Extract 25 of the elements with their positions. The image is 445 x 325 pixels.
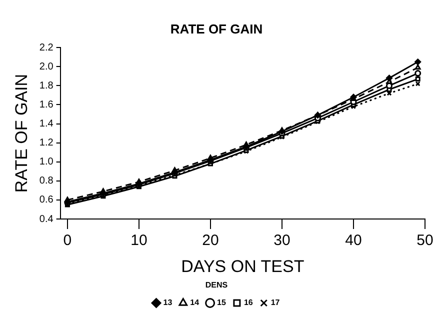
legend-label: 13 [163,298,173,308]
legend-label: 16 [244,298,254,308]
y-tick-label: 0.8 [39,176,54,187]
y-tick-label: 1.0 [39,156,54,168]
y-tick-label: 1.6 [39,99,54,110]
chart-title: RATE OF GAIN [170,21,263,36]
y-tick-label: 1.4 [39,118,54,130]
y-tick-label: 2.2 [39,42,54,54]
y-tick-label: 1.2 [39,138,54,149]
y-axis-title: RATE OF GAIN [12,74,31,193]
y-tick-label: 0.4 [39,214,54,225]
y-tick-label: 1.8 [39,80,54,92]
y-tick-label: 0.6 [39,194,54,206]
y-tick-label: 2.0 [39,61,54,72]
x-tick-label: 10 [130,232,148,250]
x-tick-label: 0 [63,232,72,250]
legend-title: DENS [205,280,228,290]
x-tick-label: 30 [274,232,290,250]
x-tick-label: 50 [416,232,434,250]
x-tick-label: 20 [202,232,219,250]
x-axis-title: DAYS ON TEST [181,256,304,276]
legend-label: 14 [190,298,200,308]
legend-label: 15 [217,298,226,308]
x-tick-label: 40 [345,232,362,250]
legend-label: 17 [270,298,280,308]
